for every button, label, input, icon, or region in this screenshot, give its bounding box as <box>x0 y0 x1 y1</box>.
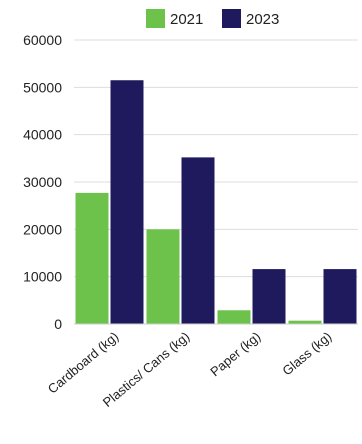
legend-swatch-2021 <box>146 9 165 28</box>
bar-2023-3 <box>323 269 357 324</box>
bars <box>75 80 357 324</box>
y-tick-label: 20000 <box>23 221 62 237</box>
y-tick-label: 10000 <box>23 269 62 285</box>
bar-2021-3 <box>288 320 322 324</box>
legend-label: 2023 <box>246 11 279 28</box>
y-axis-ticks: 0 10000 20000 30000 40000 50000 60000 <box>23 32 62 332</box>
x-axis-ticks: Cardboard (kg)Plastics/ Cans (kg) Paper (… <box>45 329 335 410</box>
y-tick-label: 60000 <box>23 32 62 48</box>
bar-2021-0 <box>75 192 109 324</box>
y-tick-label: 50000 <box>23 79 62 95</box>
legend-swatch-2023 <box>222 9 241 28</box>
bar-2023-0 <box>110 80 144 324</box>
bar-2023-2 <box>252 269 286 324</box>
y-tick-label: 40000 <box>23 127 62 143</box>
legend-label: 2021 <box>170 11 203 28</box>
legend: 2021 2023 <box>146 9 279 28</box>
bar-2021-2 <box>217 310 251 324</box>
y-tick-label: 30000 <box>23 174 62 190</box>
y-tick-label: 0 <box>54 316 62 332</box>
x-tick-label: Paper (kg) <box>207 329 263 380</box>
bar-2023-1 <box>181 157 215 324</box>
bar-2021-1 <box>146 229 180 324</box>
x-tick-label: Cardboard (kg) <box>45 329 122 397</box>
x-tick-label: Glass (kg) <box>279 329 334 379</box>
